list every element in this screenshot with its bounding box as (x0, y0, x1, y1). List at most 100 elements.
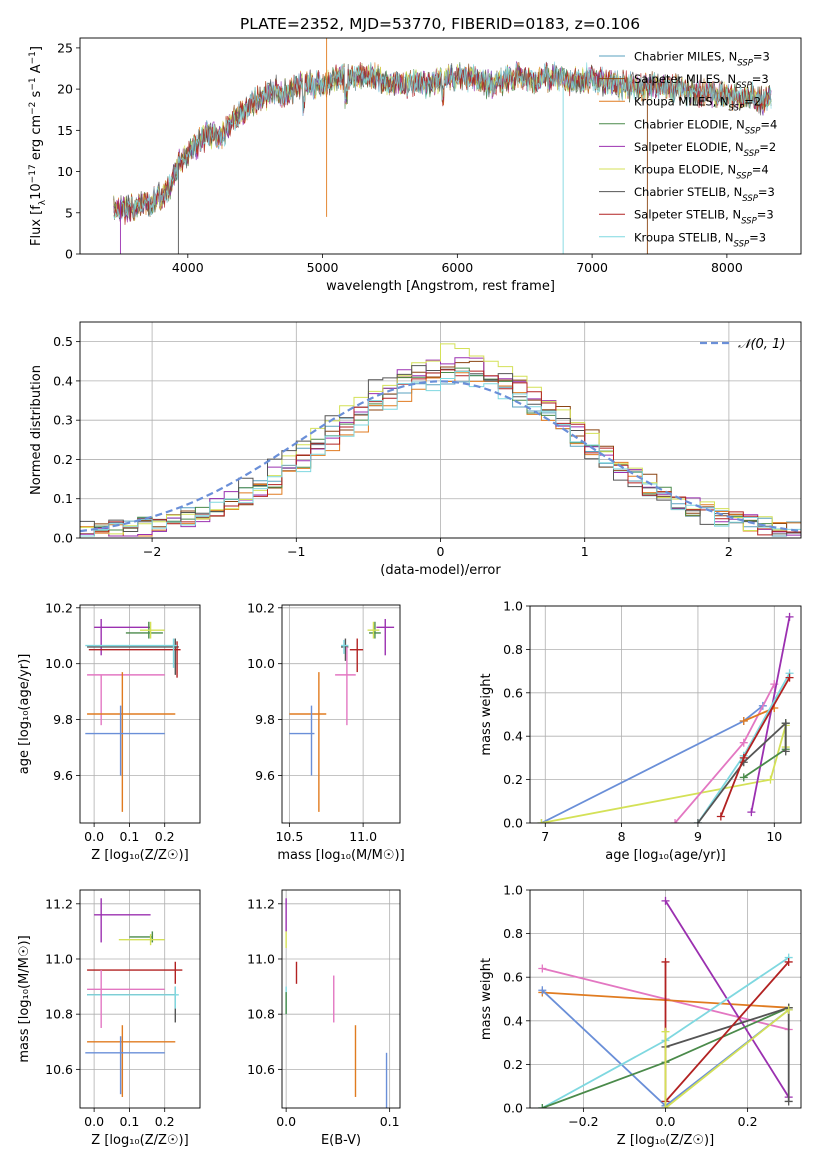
legend-entry-part: SSP (742, 194, 758, 204)
x-tick-label: 0 (437, 544, 445, 559)
y-tick-label: 0.1 (53, 491, 73, 506)
residuals-panel: −2 −1 0 1 2 0.0 0.1 0.2 0.3 0.4 0.5 (data-model)/er… (29, 321, 802, 578)
x-tick-label: 10.5 (275, 829, 303, 844)
legend-entry-part: SSP (729, 104, 745, 114)
legend-entry-part: Salpeter STELIB, N (634, 208, 741, 222)
y-axis-label-part: −17 (28, 164, 38, 183)
x-tick-label: −0.2 (568, 1114, 598, 1129)
y-tick-label: 20 (57, 82, 73, 97)
weight-point-marker (661, 1027, 670, 1036)
x-tick-label: 0.1 (119, 1114, 139, 1129)
legend-entry-part: =3 (753, 50, 770, 64)
y-axis-label-part: −1 (28, 77, 38, 90)
weight-point-marker (537, 819, 546, 823)
spectrum-series-line (113, 61, 772, 220)
axes-frame (79, 889, 201, 1109)
y-tick-label: 0.6 (503, 685, 523, 700)
y-tick-label: 0.6 (503, 970, 523, 985)
legend-entry: Salpeter STELIB, NSSP=3 (634, 208, 774, 227)
legend-entry-part: =3 (758, 185, 775, 199)
x-axis-label: age [log₁₀(age/yr)] (605, 848, 726, 863)
weight-point-marker (739, 738, 748, 747)
y-tick-label: 10.2 (247, 600, 275, 615)
x-tick-label: 0.1 (380, 1114, 400, 1129)
y-tick-label: 9.6 (53, 768, 73, 783)
y-tick-label: 0.5 (53, 334, 73, 349)
legend-entry-part: Kroupa ELODIE, N (634, 163, 736, 177)
legend-entry-part: SSP (736, 172, 752, 182)
weight-point-marker (716, 812, 725, 821)
axes-frame (79, 604, 201, 824)
y-tick-label: 25 (57, 40, 73, 55)
weight-point-marker (785, 673, 794, 682)
x-tick-label: 10 (766, 829, 782, 844)
weight-point-marker (784, 1005, 793, 1014)
histogram-series (80, 357, 801, 538)
y-tick-label: 0.4 (503, 1013, 523, 1028)
y-tick-label: 0.2 (53, 452, 73, 467)
y-axis-label: age [log₁₀(age/yr)] (17, 654, 32, 775)
weight_vs_age-marks (537, 612, 794, 823)
weight-point-marker (781, 747, 790, 756)
weight-point-marker (739, 773, 748, 782)
y-tick-label: 0.4 (53, 373, 73, 388)
mass_vs_Z-marks (85, 898, 183, 1097)
x-tick-label: −1 (287, 544, 305, 559)
legend-entry-part: Salpeter ELODIE, N (634, 140, 744, 154)
legend-entry: Kroupa STELIB, NSSP=3 (634, 230, 766, 249)
axes-frame (281, 889, 401, 1109)
mass_vs_EBV-panel: 0.0 0.1 10.6 10.8 11.0 11.2 E(B-V) (247, 889, 401, 1148)
weight-point-marker (739, 753, 748, 762)
y-tick-label: 0.2 (503, 1057, 523, 1072)
legend-entry: Salpeter ELODIE, NSSP=2 (634, 140, 776, 159)
axes-frame (79, 37, 802, 255)
y-tick-label: 11.2 (45, 896, 73, 911)
mass_vs_EBV-marks (285, 898, 388, 1108)
x-tick-label: 0.0 (656, 1114, 676, 1129)
legend-entry-part: SSP (734, 239, 750, 249)
y-axis-label-part: λ (38, 199, 48, 205)
y-tick-label: 0 (65, 247, 73, 262)
y-axis-label-part: −2 (28, 102, 38, 115)
y-axis-label-part: −1 (28, 51, 38, 64)
y-tick-label: 9.8 (53, 712, 73, 727)
x-tick-label: 0.2 (155, 829, 175, 844)
y-axis-label-part: erg cm (29, 115, 44, 164)
y-tick-label: 11.2 (247, 896, 275, 911)
y-axis-label-part: Flux [f (29, 205, 44, 246)
x-tick-label: 0.0 (84, 1114, 104, 1129)
y-tick-label: 0.0 (53, 531, 73, 546)
y-tick-label: 10.0 (247, 656, 275, 671)
normal-curve (80, 380, 801, 533)
y-tick-label: 1.0 (503, 599, 523, 614)
y-tick-label: 11.0 (45, 951, 73, 966)
x-axis-label: Z [log₁₀(Z/Z☉)] (617, 1133, 714, 1148)
weight-series-line (697, 721, 787, 823)
y-tick-label: 10.0 (45, 656, 73, 671)
legend-entry-part: =3 (757, 208, 774, 222)
y-axis-label-part: 10 (29, 183, 44, 200)
x-tick-label: 0.1 (119, 829, 139, 844)
y-axis-label: mass weight (479, 673, 494, 755)
weight-point-marker (693, 819, 702, 823)
y-tick-label: 0.8 (503, 926, 523, 941)
y-tick-label: 5 (65, 205, 73, 220)
x-tick-label: 8000 (711, 260, 743, 275)
y-tick-label: 10.6 (247, 1062, 275, 1077)
x-tick-label: 0.0 (84, 829, 104, 844)
residuals-marks (80, 343, 801, 538)
weight-point-marker (781, 719, 790, 728)
legend-entry-part: SSP (744, 149, 760, 159)
y-tick-label: 9.6 (255, 768, 275, 783)
weight-point-marker (784, 957, 793, 966)
x-tick-label: −2 (143, 544, 161, 559)
y-tick-label: 10.6 (45, 1062, 73, 1077)
legend-entry-part: Chabrier MILES, N (634, 50, 737, 64)
x-axis-label: mass [log₁₀(M/M☉)] (277, 848, 404, 863)
legend-entry-part: =3 (752, 72, 769, 86)
legend-entry-part: Chabrier STELIB, N (634, 185, 742, 199)
y-axis-label-part: ] (29, 46, 44, 51)
y-tick-label: 15 (57, 123, 73, 138)
x-tick-label: 1 (581, 544, 589, 559)
